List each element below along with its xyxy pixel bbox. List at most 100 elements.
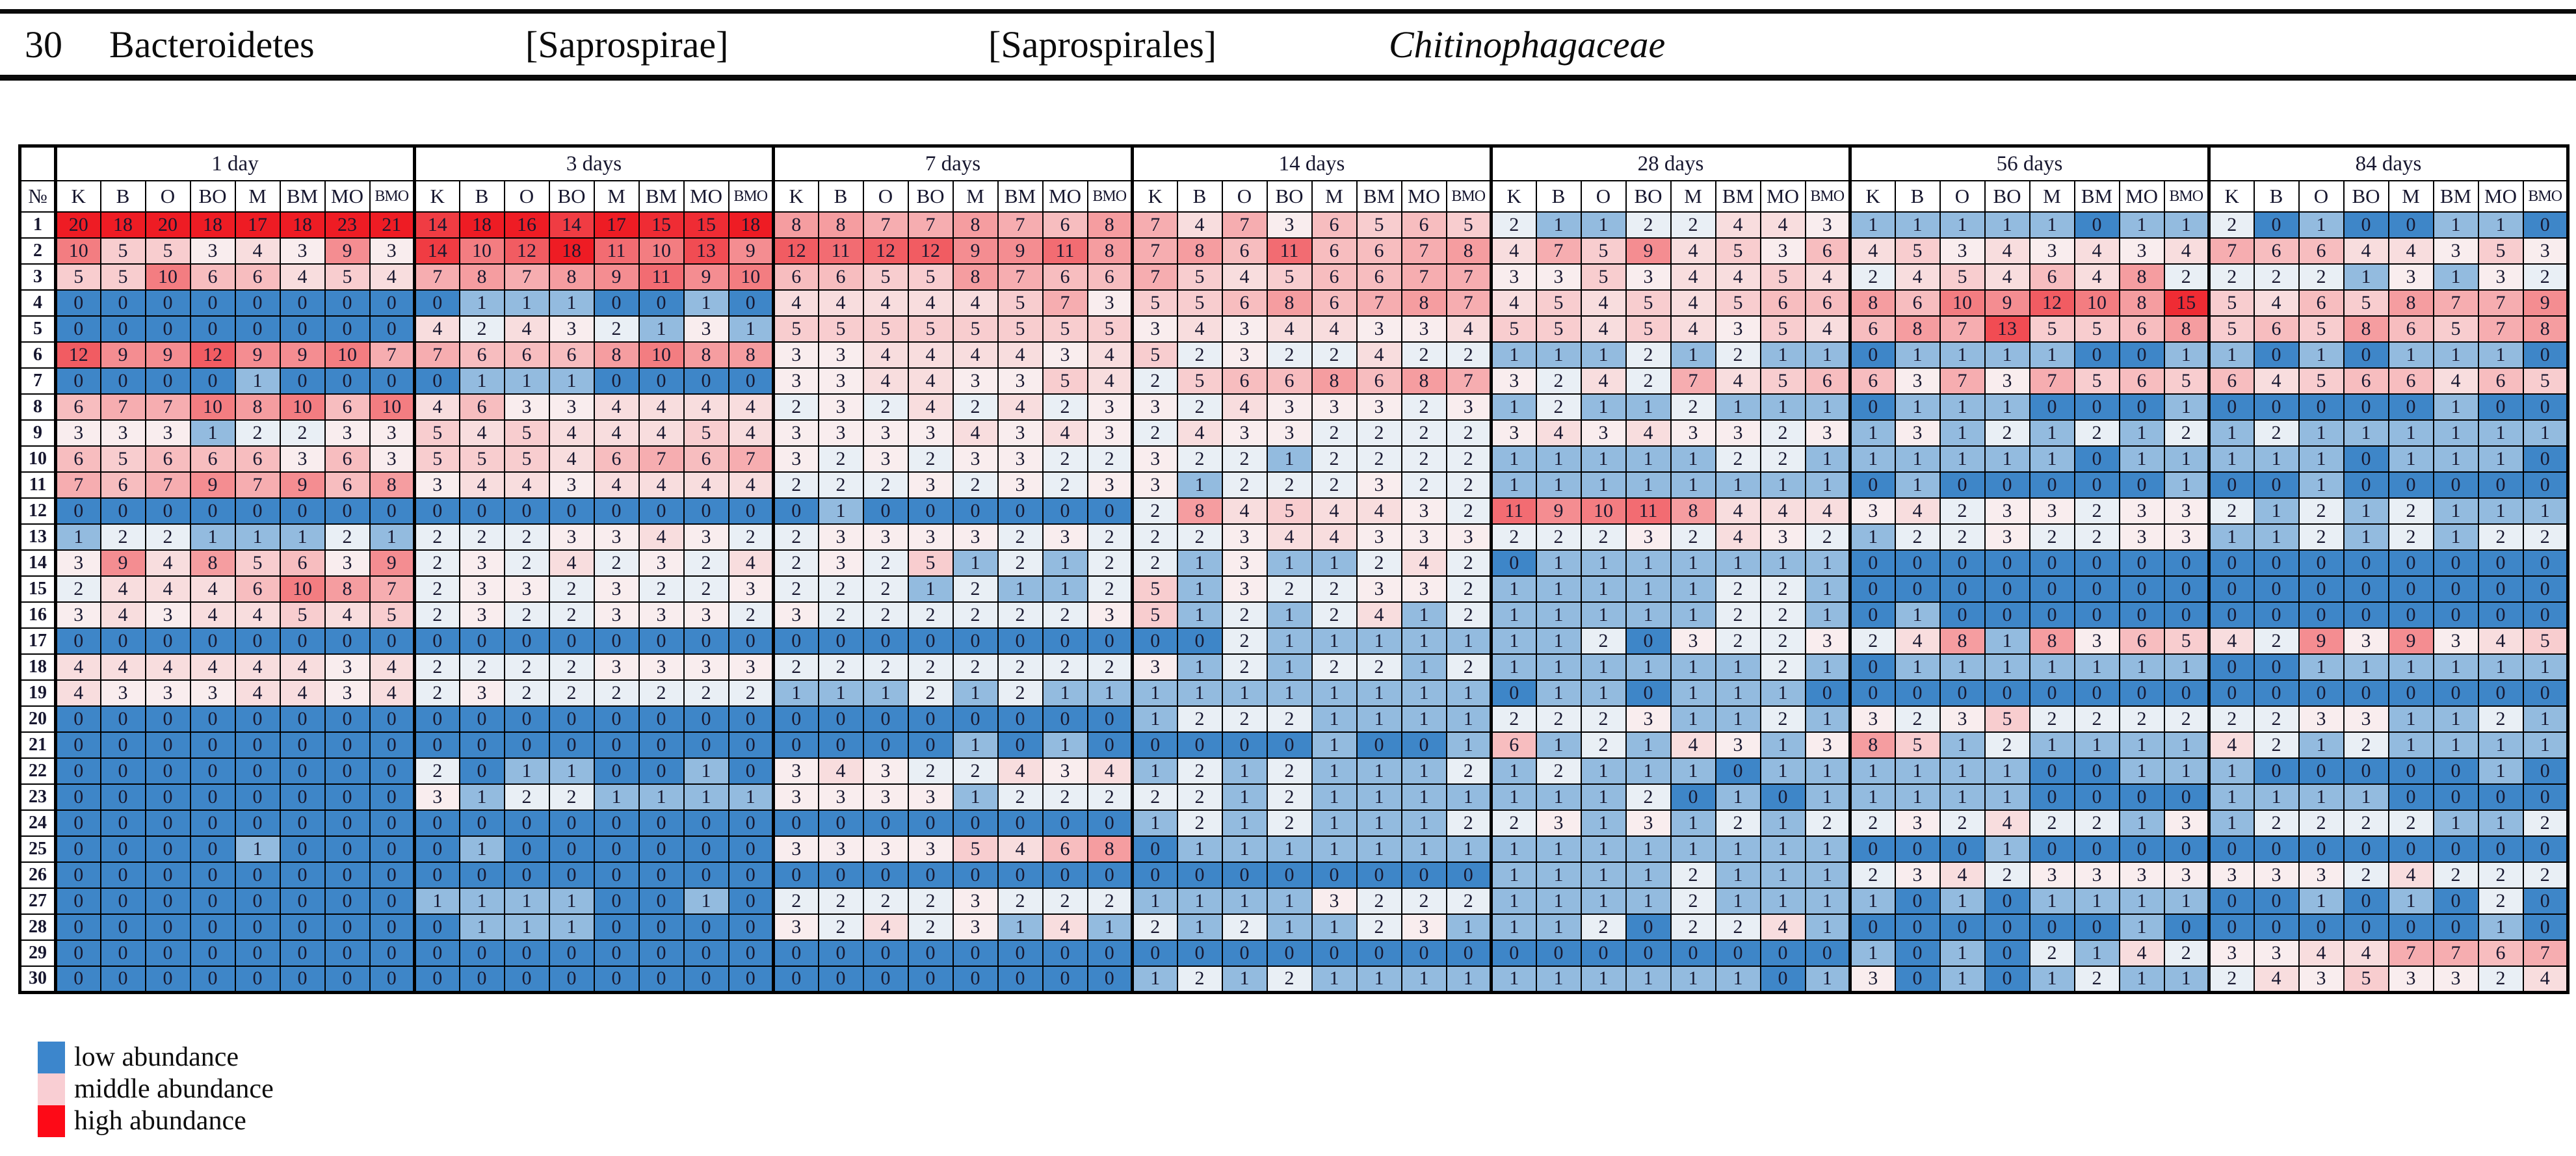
heatmap-cell: 6: [1356, 367, 1402, 395]
heatmap-cell: 1: [1670, 549, 1716, 577]
heatmap-cell: 0: [2163, 601, 2210, 629]
heatmap-cell: 3: [2298, 966, 2345, 993]
heatmap-cell: 0: [1939, 913, 1986, 941]
heatmap-cell: 2: [2477, 966, 2524, 993]
heatmap-cell: 6: [2387, 367, 2434, 395]
heatmap-cell: 0: [2163, 783, 2210, 811]
heatmap-cell: 2: [2163, 705, 2210, 733]
heatmap-cell: 0: [1939, 679, 1986, 707]
heatmap-cell: 1: [1804, 887, 1851, 915]
heatmap-cell: 2: [2253, 731, 2300, 759]
treatment-col-header: B: [1535, 180, 1582, 213]
heatmap-cell: 7: [1939, 367, 1986, 395]
heatmap-cell: 2: [1848, 627, 1896, 655]
heatmap-cell: 3: [817, 523, 864, 551]
heatmap-cell: 5: [234, 549, 281, 577]
treatment-col-header: B: [99, 180, 146, 213]
heatmap-cell: 0: [1356, 939, 1402, 967]
heatmap-cell: 1: [234, 835, 281, 863]
heatmap-cell: 2: [2073, 497, 2120, 525]
heatmap-cell: 0: [2432, 679, 2479, 707]
heatmap-cell: 0: [997, 966, 1044, 993]
heatmap-cell: 2: [1311, 419, 1358, 447]
time-block-header: 84 days: [2207, 145, 2569, 181]
heatmap-cell: 1: [1400, 601, 1447, 629]
heatmap-cell: 0: [144, 783, 191, 811]
heatmap-cell: 2: [2253, 809, 2300, 837]
heatmap-cell: 1: [548, 289, 595, 317]
heatmap-cell: 0: [54, 289, 101, 317]
heatmap-cell: 8: [324, 575, 371, 603]
heatmap-cell: 2: [1086, 887, 1133, 915]
heatmap-cell: 2: [279, 419, 326, 447]
heatmap-cell: 1: [1625, 653, 1672, 681]
heatmap-cell: 12: [772, 237, 819, 265]
heatmap-cell: 8: [548, 263, 595, 291]
heatmap-cell: 1: [1759, 471, 1806, 499]
heatmap-cell: 0: [683, 627, 729, 655]
heatmap-cell: 3: [817, 341, 864, 369]
heatmap-cell: 0: [593, 289, 640, 317]
heatmap-cell: 0: [1804, 939, 1851, 967]
heatmap-cell: 0: [2029, 393, 2075, 421]
heatmap-cell: 6: [772, 263, 819, 291]
heatmap-cell: 3: [2073, 627, 2120, 655]
heatmap-cell: 3: [952, 913, 999, 941]
heatmap-cell: 1: [1535, 731, 1582, 759]
row-number: 21: [19, 731, 57, 759]
heatmap-cell: 0: [638, 966, 685, 993]
heatmap-cell: 2: [2029, 939, 2075, 967]
heatmap-cell: 0: [2522, 601, 2569, 629]
heatmap-cell: 3: [1625, 263, 1672, 291]
heatmap-cell: 0: [99, 731, 146, 759]
heatmap-cell: 10: [54, 237, 101, 265]
heatmap-cell: 2: [1221, 445, 1268, 473]
heatmap-cell: 0: [2522, 445, 2569, 473]
heatmap-cell: 0: [638, 705, 685, 733]
heatmap-cell: 3: [548, 315, 595, 343]
heatmap-cell: 6: [234, 445, 281, 473]
heatmap-cell: 1: [1042, 679, 1088, 707]
treatment-col-header: K: [772, 180, 819, 213]
heatmap-cell: 5: [324, 263, 371, 291]
heatmap-cell: 1: [1445, 627, 1492, 655]
heatmap-cell: 0: [2253, 835, 2300, 863]
heatmap-cell: 2: [1625, 783, 1672, 811]
heatmap-cell: 3: [638, 601, 685, 629]
heatmap-cell: 8: [189, 549, 236, 577]
heatmap-cell: 1: [1670, 471, 1716, 499]
heatmap-cell: 5: [1939, 263, 1986, 291]
heatmap-cell: 3: [1670, 627, 1716, 655]
heatmap-cell: 0: [2073, 445, 2120, 473]
heatmap-cell: 6: [1221, 289, 1268, 317]
heatmap-cell: 0: [189, 887, 236, 915]
heatmap-cell: 2: [817, 887, 864, 915]
heatmap-cell: 7: [54, 471, 101, 499]
heatmap-cell: 3: [324, 419, 371, 447]
heatmap-cell: 2: [997, 523, 1044, 551]
heatmap-cell: 8: [2522, 315, 2569, 343]
heatmap-cell: 1: [1939, 341, 1986, 369]
heatmap-cell: 0: [234, 861, 281, 889]
heatmap-cell: 1: [1266, 679, 1313, 707]
heatmap-cell: 4: [279, 653, 326, 681]
heatmap-cell: 7: [234, 471, 281, 499]
heatmap-cell: 2: [1939, 497, 1986, 525]
heatmap-cell: 4: [99, 575, 146, 603]
heatmap-cell: 1: [2029, 445, 2075, 473]
heatmap-cell: 1: [548, 913, 595, 941]
heatmap-cell: 4: [144, 653, 191, 681]
heatmap-cell: 0: [2477, 601, 2524, 629]
heatmap-cell: 0: [817, 861, 864, 889]
heatmap-cell: 2: [1086, 445, 1133, 473]
heatmap-cell: 2: [1176, 393, 1223, 421]
heatmap-cell: 2: [503, 783, 550, 811]
heatmap-cell: 2: [907, 445, 954, 473]
heatmap-cell: 1: [189, 523, 236, 551]
treatment-col-header: BMO: [369, 180, 415, 213]
heatmap-cell: 0: [369, 809, 415, 837]
heatmap-cell: 3: [324, 653, 371, 681]
heatmap-cell: 2: [952, 757, 999, 785]
heatmap-cell: 6: [1042, 835, 1088, 863]
